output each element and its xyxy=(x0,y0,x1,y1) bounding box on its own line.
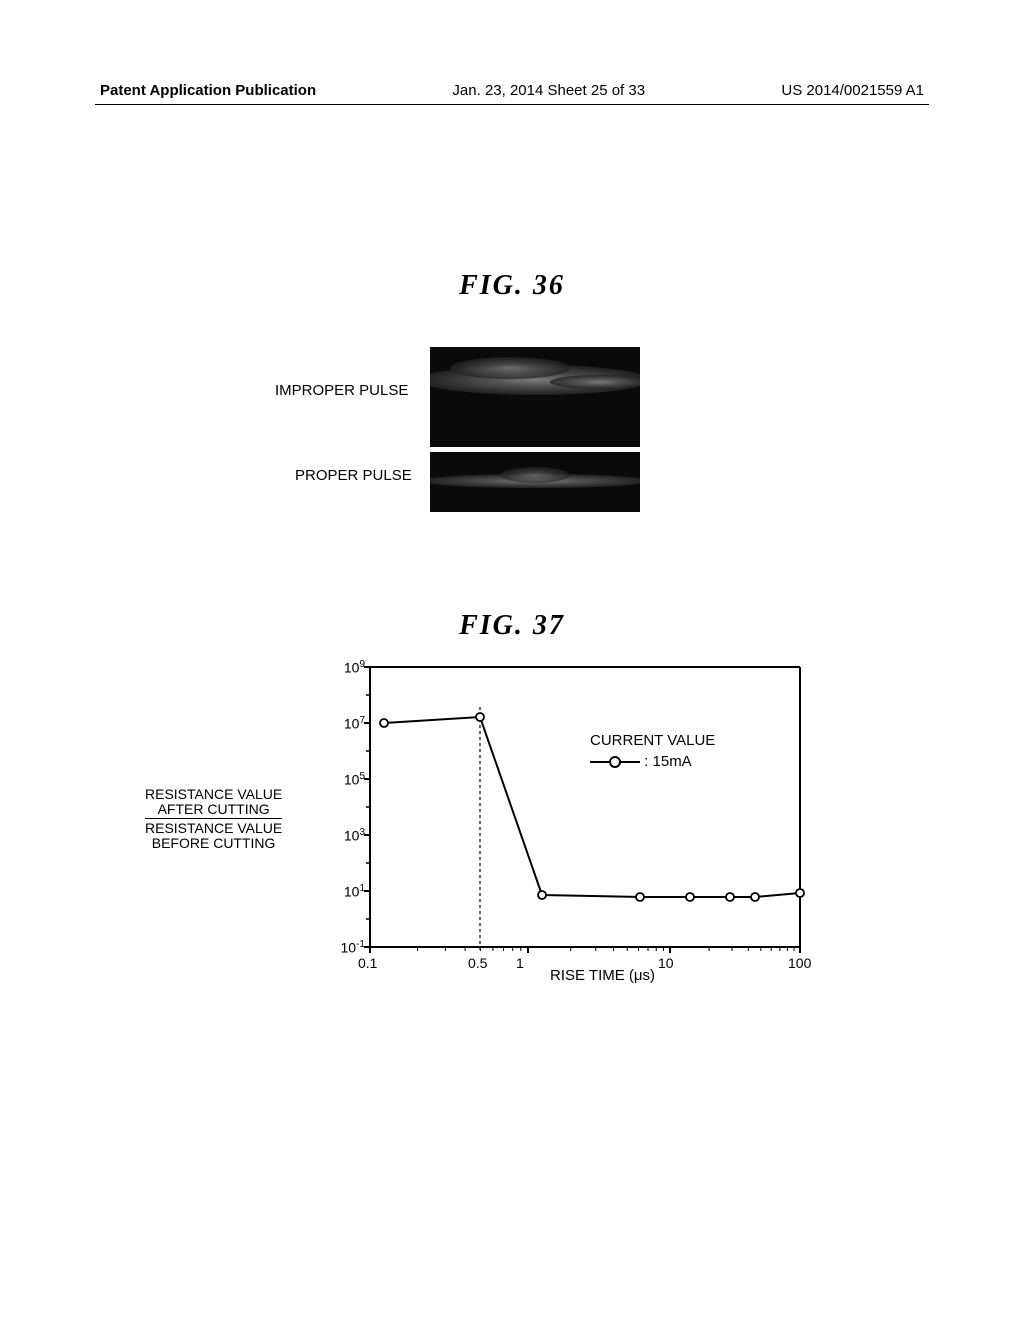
figure-36-body: IMPROPER PULSE PROPER PULSE xyxy=(0,352,1024,532)
plot-area xyxy=(370,667,800,947)
x-tick-label: 10 xyxy=(658,955,674,971)
x-tick-label: 0.1 xyxy=(358,955,377,971)
y-axis-label-fraction: RESISTANCE VALUE AFTER CUTTING RESISTANC… xyxy=(145,787,282,851)
x-axis-label: RISE TIME (μs) xyxy=(550,967,655,984)
header-right: US 2014/0021559 A1 xyxy=(781,82,924,99)
ylabel-top-1: RESISTANCE VALUE xyxy=(145,786,282,802)
legend: CURRENT VALUE : 15mA xyxy=(590,732,715,770)
legend-item-label: : 15mA xyxy=(644,753,692,770)
chart: RESISTANCE VALUE AFTER CUTTING RESISTANC… xyxy=(150,667,810,1007)
ylabel-top-2: AFTER CUTTING xyxy=(158,801,270,817)
figure-36-title: FIG. 36 xyxy=(0,270,1024,302)
y-tick-label: 105 xyxy=(325,771,365,788)
ylabel-bot-2: BEFORE CUTTING xyxy=(152,835,276,851)
x-tick-label: 1 xyxy=(516,955,524,971)
legend-title: CURRENT VALUE xyxy=(590,732,715,749)
header-left: Patent Application Publication xyxy=(100,82,316,99)
figure-36: FIG. 36 IMPROPER PULSE PROPER PULSE xyxy=(0,270,1024,532)
x-tick-label: 0.5 xyxy=(468,955,487,971)
y-tick-label: 107 xyxy=(325,715,365,732)
y-tick-label: 10-1 xyxy=(325,939,365,956)
y-tick-label: 103 xyxy=(325,827,365,844)
page-header: Patent Application Publication Jan. 23, … xyxy=(0,82,1024,99)
proper-pulse-image xyxy=(430,452,640,512)
figure-37: FIG. 37 RESISTANCE VALUE AFTER CUTTING R… xyxy=(0,610,1024,1007)
header-center: Jan. 23, 2014 Sheet 25 of 33 xyxy=(452,82,645,99)
legend-marker-icon xyxy=(590,755,640,769)
improper-pulse-image xyxy=(430,347,640,447)
y-tick-label: 109 xyxy=(325,659,365,676)
header-rule xyxy=(95,104,929,105)
x-tick-label: 100 xyxy=(788,955,811,971)
figure-37-title: FIG. 37 xyxy=(0,610,1024,642)
ylabel-bot-1: RESISTANCE VALUE xyxy=(145,820,282,836)
y-tick-label: 101 xyxy=(325,883,365,900)
proper-pulse-label: PROPER PULSE xyxy=(295,467,412,484)
plot-svg xyxy=(370,667,800,962)
improper-pulse-label: IMPROPER PULSE xyxy=(275,382,408,399)
